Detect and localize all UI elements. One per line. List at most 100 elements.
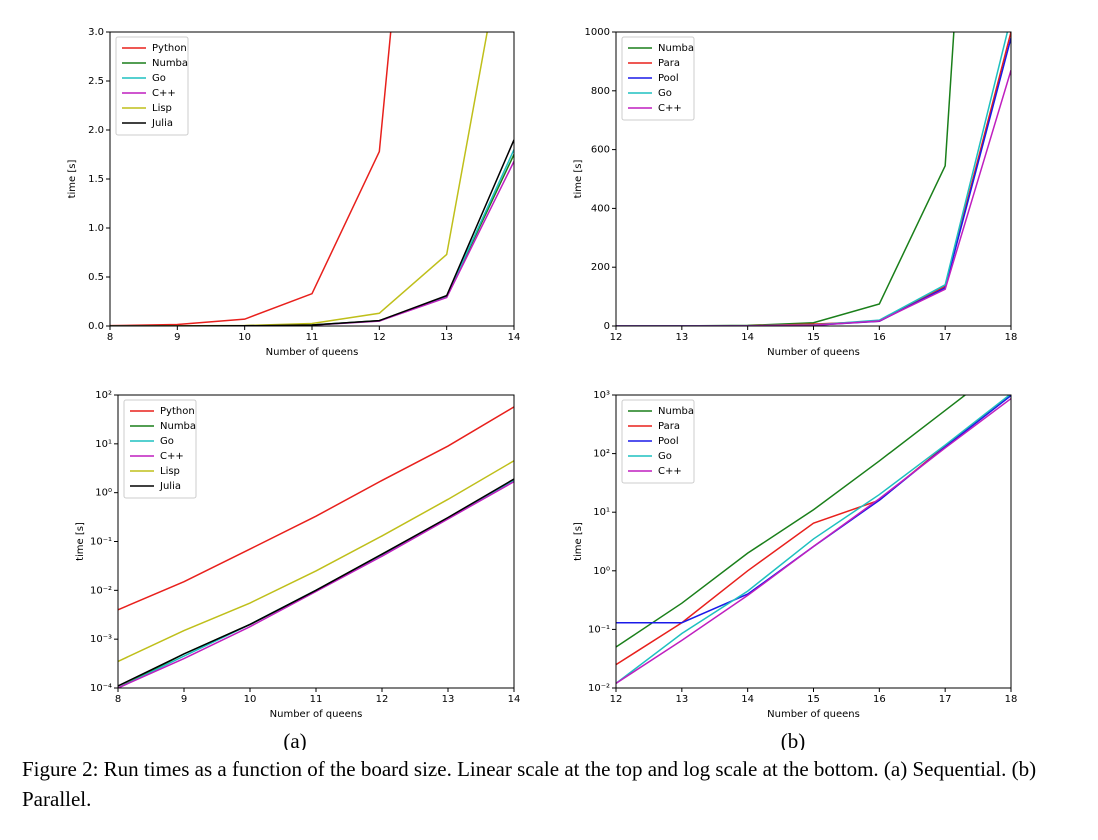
- legend-label: Python: [160, 406, 195, 417]
- chart: 12 13 14 15 16 17 18 10⁻² 10⁻¹ 10⁰ 10¹ 10² 10³ Number…: [573, 390, 1018, 720]
- legend-label: Go: [658, 88, 672, 99]
- x-tick-label: 14: [508, 694, 521, 705]
- y-tick-label: 400: [591, 203, 610, 214]
- x-tick-label: 8: [107, 332, 113, 343]
- x-tick-label: 13: [675, 332, 688, 343]
- legend-box: [621, 36, 695, 121]
- x-tick-label: 15: [807, 694, 820, 705]
- y-tick-label: 10⁻³: [90, 634, 112, 645]
- legend-label: C++: [160, 451, 184, 462]
- x-tick-label: 13: [675, 694, 688, 705]
- x-tick-label: 16: [873, 694, 886, 705]
- x-tick-label: 12: [373, 332, 386, 343]
- x-axis-label: Number of queens: [767, 347, 860, 358]
- legend-label: C++: [152, 88, 176, 99]
- x-tick-label: 13: [442, 694, 455, 705]
- plot-area: [118, 406, 514, 688]
- y-tick-label: 10²: [95, 390, 112, 401]
- x-tick-label: 9: [181, 694, 187, 705]
- y-tick-label: 10⁻¹: [90, 537, 112, 548]
- series-line: [616, 395, 1011, 684]
- x-tick-label: 12: [610, 694, 623, 705]
- legend-label: Numba: [152, 58, 188, 69]
- series-line: [110, 154, 514, 326]
- y-tick-label: 10⁻⁴: [90, 683, 112, 694]
- x-tick-label: 16: [873, 332, 886, 343]
- legend-label: Go: [152, 73, 166, 84]
- subfigure-label: (b): [781, 729, 806, 750]
- x-tick-label: 14: [508, 332, 521, 343]
- legend-label: Lisp: [152, 103, 172, 114]
- x-tick-label: 18: [1005, 332, 1018, 343]
- y-tick-label: 10⁰: [593, 566, 610, 577]
- axes-frame: [615, 31, 1012, 327]
- axes-frame: [615, 394, 1012, 689]
- series-line: [110, 32, 392, 326]
- y-axis-label: time [s]: [75, 522, 86, 561]
- legend-label: Julia: [159, 481, 181, 492]
- x-axis-label: Number of queens: [767, 709, 860, 720]
- legend-label: Para: [658, 58, 680, 69]
- series-line: [110, 161, 514, 326]
- series-line: [110, 139, 514, 326]
- chart: 12 13 14 15 16 17 18 0 200 400 600 800 1000 Number of…: [573, 27, 1018, 358]
- y-axis-label: time [s]: [67, 160, 78, 199]
- x-axis-label: Number of queens: [270, 709, 363, 720]
- x-axis-label: Number of queens: [266, 347, 359, 358]
- legend-label: Go: [160, 436, 174, 447]
- legend-label: Pool: [658, 436, 679, 447]
- y-tick-label: 10⁻²: [90, 585, 112, 596]
- subfigure-label: (a): [283, 729, 306, 750]
- x-tick-label: 15: [807, 332, 820, 343]
- caption: Figure 2: Run times as a function of the…: [22, 757, 1037, 811]
- legend-label: Numba: [160, 421, 196, 432]
- y-tick-label: 0.0: [88, 321, 104, 332]
- legend-label: Para: [658, 421, 680, 432]
- y-tick-label: 600: [591, 145, 610, 156]
- y-axis-label: time [s]: [573, 160, 584, 199]
- x-tick-label: 9: [174, 332, 180, 343]
- x-tick-label: 14: [741, 694, 754, 705]
- legend-label: Python: [152, 43, 187, 54]
- y-tick-label: 2.0: [88, 125, 104, 136]
- series-line: [118, 481, 514, 688]
- plot-area: [616, 395, 1011, 684]
- y-tick-label: 10²: [593, 449, 610, 460]
- chart: 8 9 10 11 12 13 14 10⁻⁴ 10⁻³ 10⁻² 10⁻¹ 10⁰ 10¹ 10² Num…: [75, 390, 520, 720]
- y-tick-label: 10³: [593, 390, 610, 401]
- y-tick-label: 0: [604, 321, 610, 332]
- y-tick-label: 3.0: [88, 27, 104, 38]
- y-axis-label: time [s]: [573, 522, 584, 561]
- series-line: [616, 395, 967, 648]
- axes-frame: [117, 394, 515, 689]
- x-tick-label: 12: [376, 694, 389, 705]
- y-tick-label: 1.5: [88, 174, 104, 185]
- y-tick-label: 200: [591, 262, 610, 273]
- y-tick-label: 1000: [585, 27, 610, 38]
- legend-label: Numba: [658, 43, 694, 54]
- legend-label: Lisp: [160, 466, 180, 477]
- y-tick-label: 10⁰: [95, 488, 112, 499]
- x-tick-label: 10: [244, 694, 257, 705]
- x-tick-label: 10: [238, 332, 251, 343]
- y-tick-label: 10⁻²: [588, 683, 610, 694]
- legend-label: C++: [658, 466, 682, 477]
- y-tick-label: 1.0: [88, 223, 104, 234]
- x-tick-label: 11: [310, 694, 323, 705]
- legend-label: Pool: [658, 73, 679, 84]
- series-line: [118, 460, 514, 663]
- legend-box: [621, 399, 695, 484]
- x-tick-label: 17: [939, 694, 952, 705]
- series-line: [616, 397, 1011, 684]
- y-tick-label: 800: [591, 86, 610, 97]
- x-tick-label: 18: [1005, 694, 1018, 705]
- legend-label: Numba: [658, 406, 694, 417]
- series-line: [110, 149, 514, 326]
- chart: 8 9 10 11 12 13 14 0.0 0.5 1.0 1.5 2.0 2.5 3.0 Number …: [67, 27, 521, 358]
- series-line: [118, 406, 514, 611]
- y-tick-label: 10¹: [593, 507, 610, 518]
- x-tick-label: 17: [939, 332, 952, 343]
- axes-frame: [109, 31, 515, 327]
- x-tick-label: 13: [440, 332, 453, 343]
